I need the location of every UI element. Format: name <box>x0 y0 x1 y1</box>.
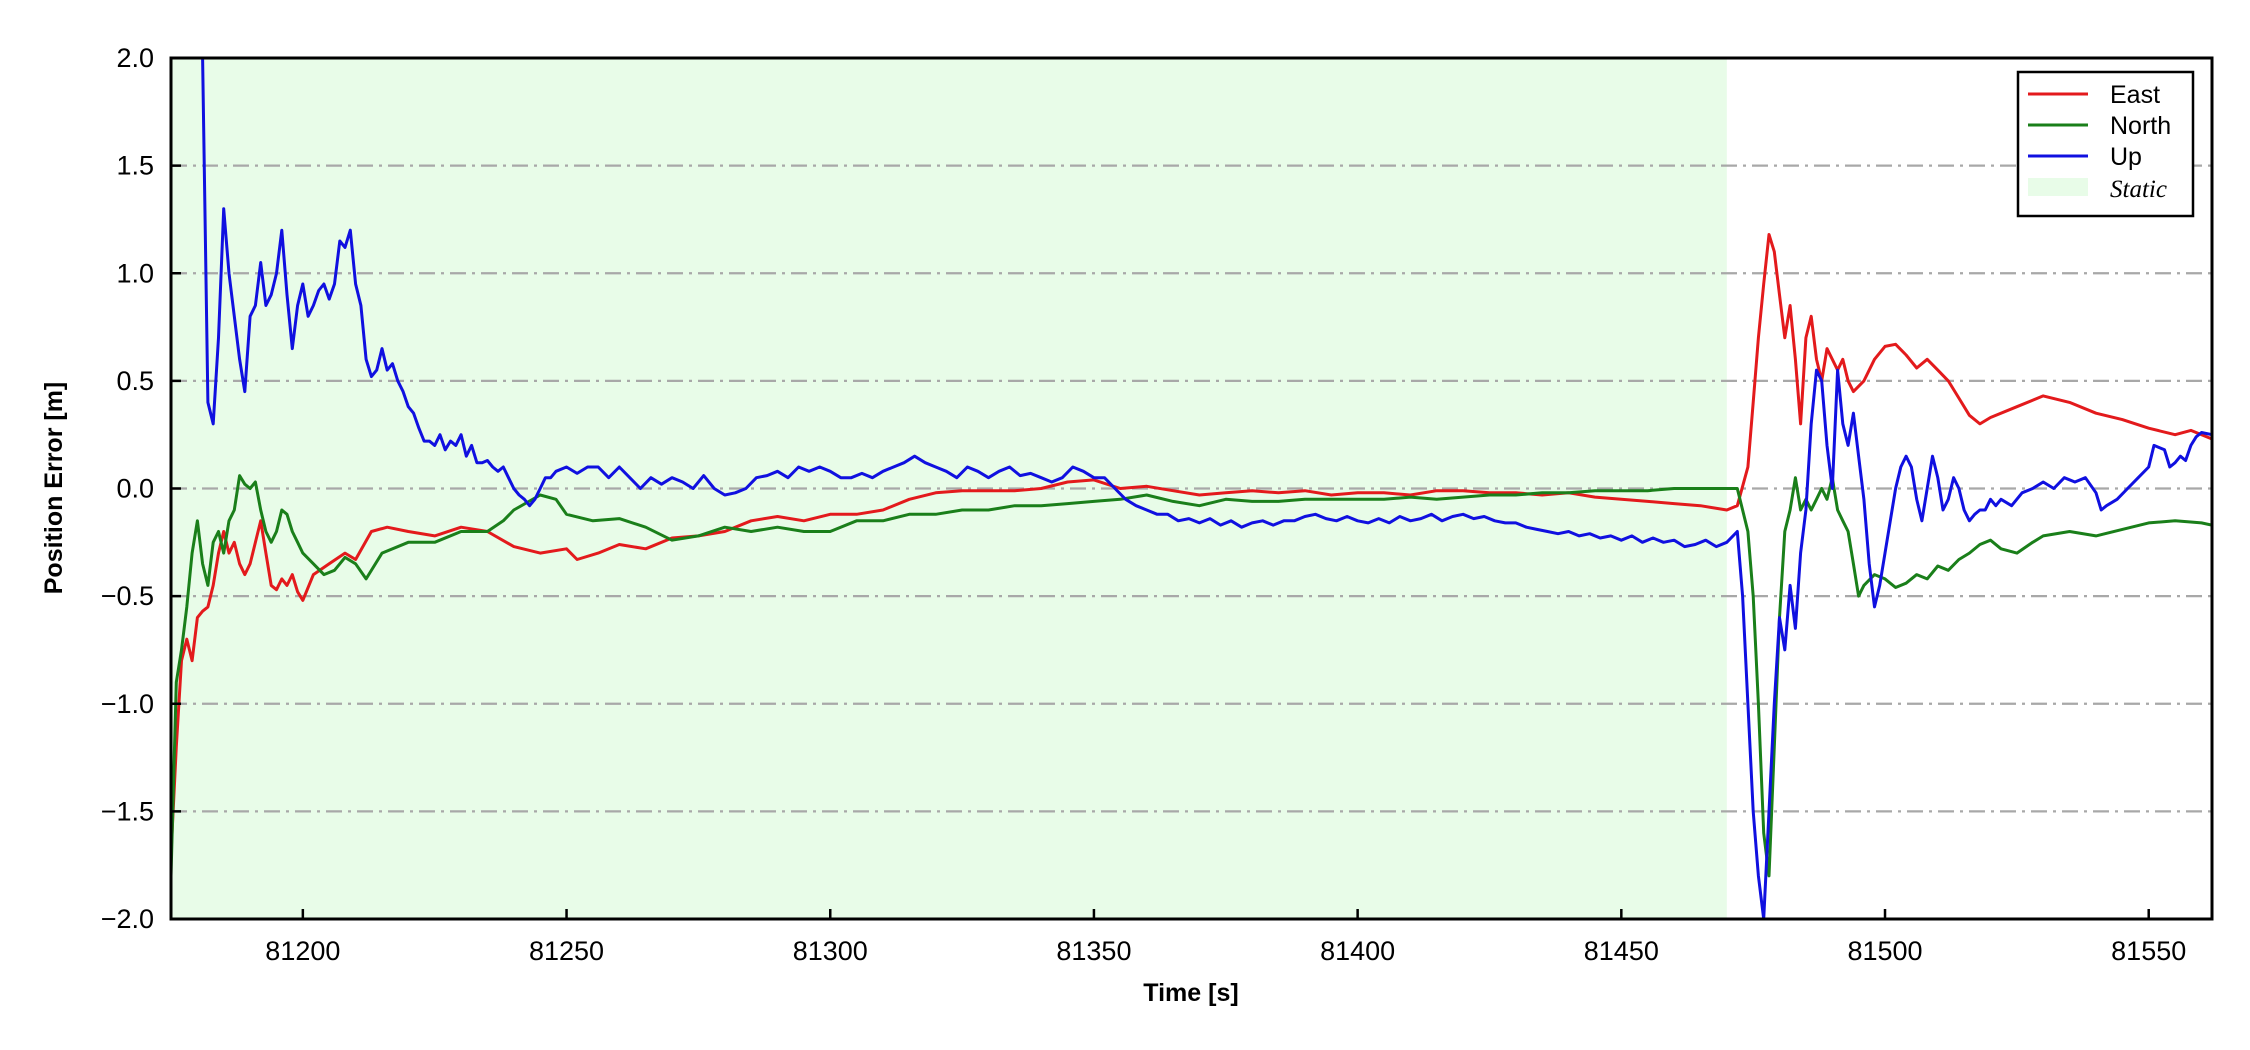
y-tick-label: 0.0 <box>116 474 154 504</box>
legend-label-north: North <box>2110 112 2171 140</box>
legend-label-static: Static <box>2110 176 2167 203</box>
series-lines <box>171 58 2212 919</box>
y-tick-label: 1.5 <box>116 151 154 181</box>
y-tick-label: −1.5 <box>101 796 154 826</box>
y-tick-label: −0.5 <box>101 581 154 611</box>
series-line-up <box>171 58 2212 919</box>
x-axis-title: Time [s] <box>1143 979 1238 1007</box>
y-tick-label: 2.0 <box>116 43 154 73</box>
x-tick-label: 81450 <box>1584 936 1659 966</box>
x-tick-label: 81300 <box>793 936 868 966</box>
x-axis: 81200 81250 81300 81350 81400 81450 81500 81550 <box>265 909 2186 966</box>
x-tick-label: 81400 <box>1320 936 1395 966</box>
x-tick-label: 81350 <box>1056 936 1131 966</box>
series-line-north <box>171 474 2212 878</box>
y-tick-label: −2.0 <box>101 904 154 934</box>
y-axis-title: Position Error [m] <box>40 382 68 595</box>
y-tick-label: −1.0 <box>101 689 154 719</box>
legend: East North Up Static <box>2016 70 2195 218</box>
legend-label-east: East <box>2110 81 2160 109</box>
legend-swatch-static <box>2028 178 2088 196</box>
x-tick-label: 81500 <box>1847 936 1922 966</box>
y-axis: −2.0 −1.5 −1.0 −0.5 0.0 0.5 1.0 1.5 2.0 <box>101 43 181 934</box>
y-tick-label: 1.0 <box>116 258 154 288</box>
x-tick-label: 81250 <box>529 936 604 966</box>
legend-label-up: Up <box>2110 143 2142 171</box>
x-tick-label: 81200 <box>265 936 340 966</box>
x-tick-label: 81550 <box>2111 936 2186 966</box>
y-tick-label: 0.5 <box>116 366 154 396</box>
series-line-east <box>171 233 2212 855</box>
